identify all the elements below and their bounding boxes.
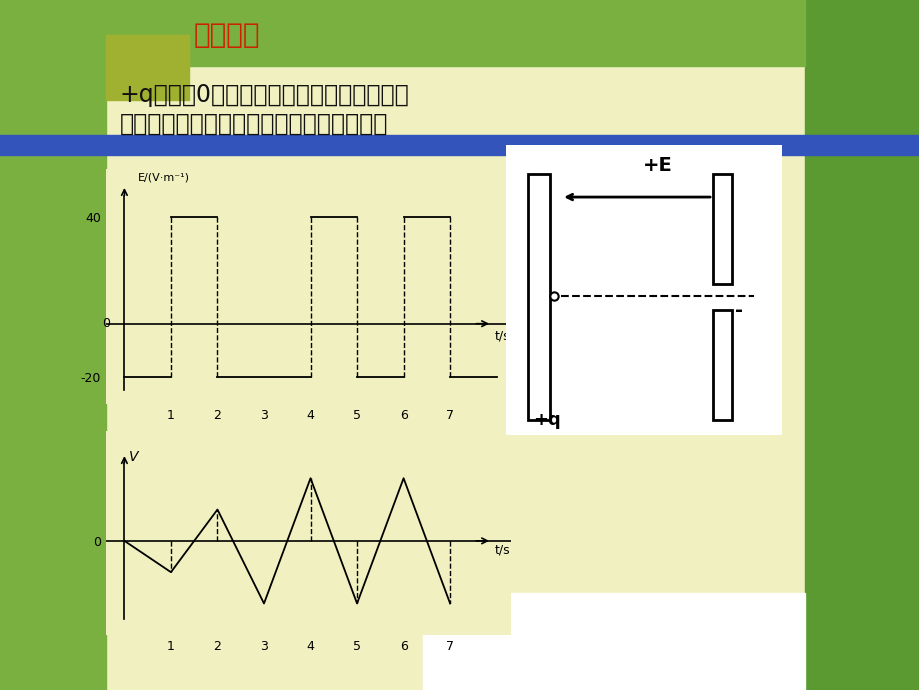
Bar [528, 174, 550, 420]
Text: V: V [129, 450, 139, 464]
Text: 迁移应用: 迁移应用 [193, 21, 259, 48]
Text: -: - [734, 301, 743, 319]
Bar [423, 593, 804, 690]
Text: E/(V·m⁻¹): E/(V·m⁻¹) [138, 172, 190, 182]
Text: 图，请应用运动图像描述粒子的运动情况：: 图，请应用运动图像描述粒子的运动情况： [119, 112, 388, 136]
Text: t/s: t/s [494, 329, 509, 342]
Bar [712, 174, 732, 284]
Bar [106, 34, 188, 100]
Text: 0: 0 [102, 317, 110, 331]
Bar [712, 310, 732, 420]
Text: +q初速为0，重力不计，电场强度变化如下: +q初速为0，重力不计，电场强度变化如下 [119, 83, 409, 107]
Text: +E: +E [642, 156, 672, 175]
Bar [0, 135, 919, 155]
Bar [0, 0, 106, 690]
Bar [804, 0, 919, 690]
Text: t/s: t/s [494, 544, 509, 557]
Bar [106, 0, 804, 66]
Text: +q: +q [533, 411, 561, 429]
